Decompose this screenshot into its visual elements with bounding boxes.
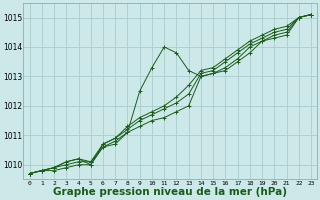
X-axis label: Graphe pression niveau de la mer (hPa): Graphe pression niveau de la mer (hPa) (53, 187, 287, 197)
